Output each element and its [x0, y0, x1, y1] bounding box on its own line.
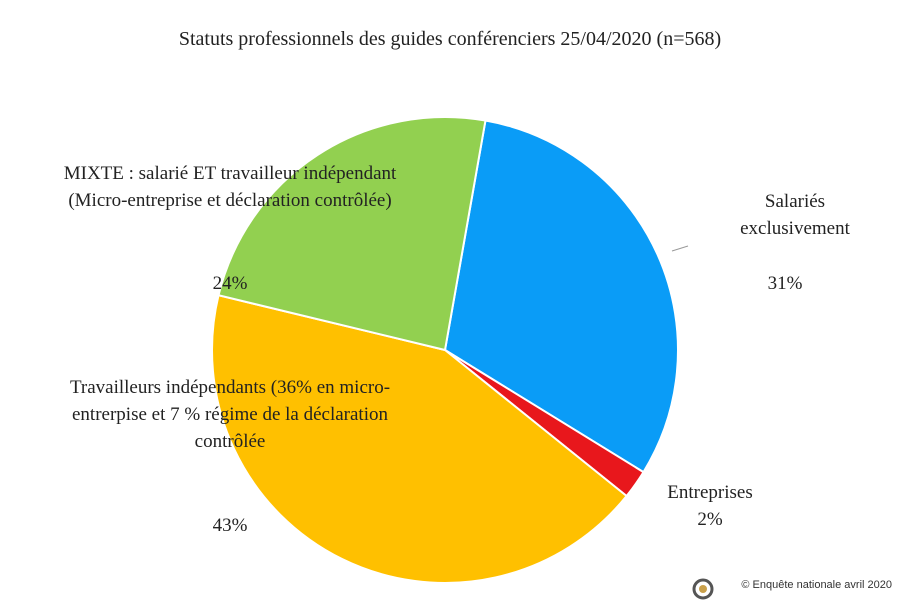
footer: © Enquête nationale avril 2020: [741, 579, 892, 591]
leader-line: [671, 245, 689, 252]
slice-label: Entreprises: [667, 482, 753, 503]
slice-label: Salariés exclusivement: [740, 191, 850, 239]
pie-slice: [217, 116, 487, 352]
logo: [692, 578, 714, 600]
value-label: 2%: [697, 509, 723, 530]
slice-label: MIXTE : salarié ET travailleur indépenda…: [63, 163, 397, 211]
value-label: 24%: [212, 273, 248, 294]
chart-title: Statuts professionnels des guides confér…: [178, 28, 722, 50]
value-label: 31%: [767, 273, 803, 294]
pie-slice: [443, 119, 679, 474]
pie-slice: [211, 294, 628, 584]
slice-label: Travailleurs indépendants (36% en micro-…: [69, 377, 391, 452]
value-label: 43%: [212, 515, 248, 536]
